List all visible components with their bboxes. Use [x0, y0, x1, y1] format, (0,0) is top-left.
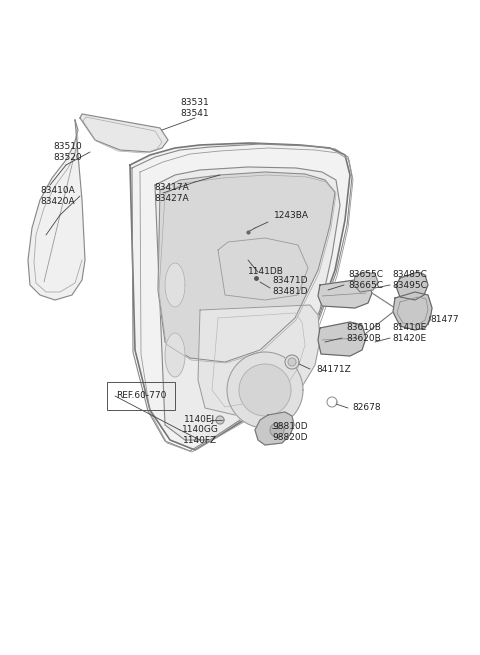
Polygon shape [288, 358, 296, 366]
Text: 83471D
83481D: 83471D 83481D [272, 276, 308, 295]
Text: 83510
83520: 83510 83520 [54, 142, 83, 162]
Polygon shape [354, 272, 378, 292]
Polygon shape [239, 364, 291, 416]
Text: 83485C
83495C: 83485C 83495C [392, 271, 427, 290]
Text: 83531
83541: 83531 83541 [180, 98, 209, 118]
Polygon shape [155, 167, 340, 440]
Polygon shape [318, 280, 372, 308]
Polygon shape [28, 120, 85, 300]
Polygon shape [227, 352, 303, 428]
Polygon shape [393, 292, 432, 330]
Text: 83417A
83427A: 83417A 83427A [155, 183, 190, 202]
Text: 1140EJ
1140GG
1140FZ: 1140EJ 1140GG 1140FZ [181, 415, 218, 445]
Text: 81410E
81420E: 81410E 81420E [392, 324, 426, 343]
Text: 82678: 82678 [352, 403, 381, 413]
Text: 1141DB: 1141DB [248, 267, 284, 276]
Polygon shape [80, 114, 168, 152]
Text: 83410A
83420A: 83410A 83420A [41, 186, 75, 206]
Polygon shape [396, 272, 428, 300]
Text: 98810D
98820D: 98810D 98820D [272, 422, 308, 441]
Text: 83655C
83665C: 83655C 83665C [348, 271, 383, 290]
Polygon shape [285, 355, 299, 369]
Polygon shape [165, 263, 185, 307]
Polygon shape [218, 238, 308, 300]
Text: REF.60-770: REF.60-770 [116, 392, 167, 400]
Polygon shape [216, 416, 224, 424]
Polygon shape [255, 412, 294, 445]
Text: 81477: 81477 [430, 316, 458, 324]
Polygon shape [318, 322, 366, 356]
Polygon shape [198, 305, 320, 415]
Text: 1243BA: 1243BA [274, 212, 309, 221]
Polygon shape [158, 172, 335, 362]
Polygon shape [130, 143, 350, 450]
Text: 84171Z: 84171Z [316, 364, 351, 373]
Polygon shape [165, 333, 185, 377]
Text: 83610B
83620B: 83610B 83620B [346, 324, 381, 343]
Polygon shape [270, 423, 284, 437]
